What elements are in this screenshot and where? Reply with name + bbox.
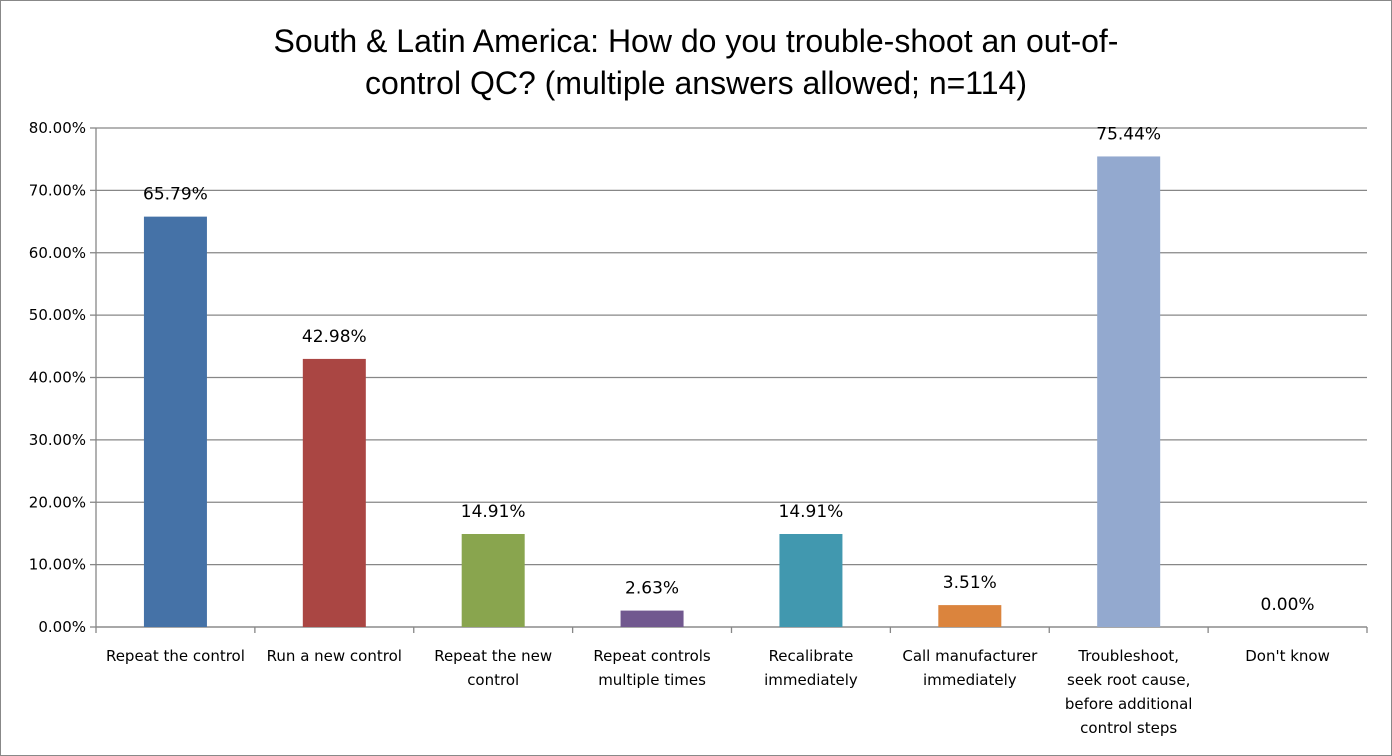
- y-tick-label: 0.00%: [38, 618, 86, 636]
- bar: [938, 605, 1002, 627]
- bar: [1097, 156, 1161, 627]
- bar: [779, 533, 843, 627]
- chart-title-line-2: control QC? (multiple answers allowed; n…: [365, 65, 1027, 101]
- bar: [143, 216, 207, 627]
- data-label: 3.51%: [943, 573, 997, 593]
- y-tick-label: 40.00%: [29, 369, 86, 387]
- data-label: 42.98%: [302, 327, 367, 347]
- data-label: 14.91%: [779, 502, 844, 522]
- y-tick-label: 50.00%: [29, 306, 86, 324]
- bar: [620, 610, 684, 627]
- y-tick-label: 60.00%: [29, 244, 86, 262]
- x-category-label: Don't know: [1245, 647, 1330, 665]
- y-tick-label: 10.00%: [29, 556, 86, 574]
- data-label: 65.79%: [143, 185, 208, 205]
- chart-title-line-1: South & Latin America: How do you troubl…: [274, 23, 1119, 59]
- data-label: 0.00%: [1261, 595, 1315, 615]
- x-category-label: Repeat controls multiple times: [593, 647, 711, 689]
- data-label: 75.44%: [1096, 124, 1161, 144]
- bar: [302, 358, 366, 627]
- x-category-label: Troubleshoot, seek root cause, before addi…: [1065, 647, 1193, 737]
- x-category-label: Call manufacturer immediately: [902, 647, 1038, 689]
- x-category-label: Recalibrate immediately: [764, 647, 858, 689]
- y-tick-label: 80.00%: [29, 119, 86, 137]
- x-category-label: Repeat the new control: [434, 647, 552, 689]
- x-category-label: Repeat the control: [106, 647, 245, 665]
- y-tick-label: 70.00%: [29, 181, 86, 199]
- y-tick-label: 20.00%: [29, 493, 86, 511]
- data-label: 2.63%: [625, 579, 679, 599]
- bar: [461, 533, 525, 627]
- y-tick-label: 30.00%: [29, 431, 86, 449]
- data-label: 14.91%: [461, 502, 526, 522]
- x-category-label: Run a new control: [267, 647, 402, 665]
